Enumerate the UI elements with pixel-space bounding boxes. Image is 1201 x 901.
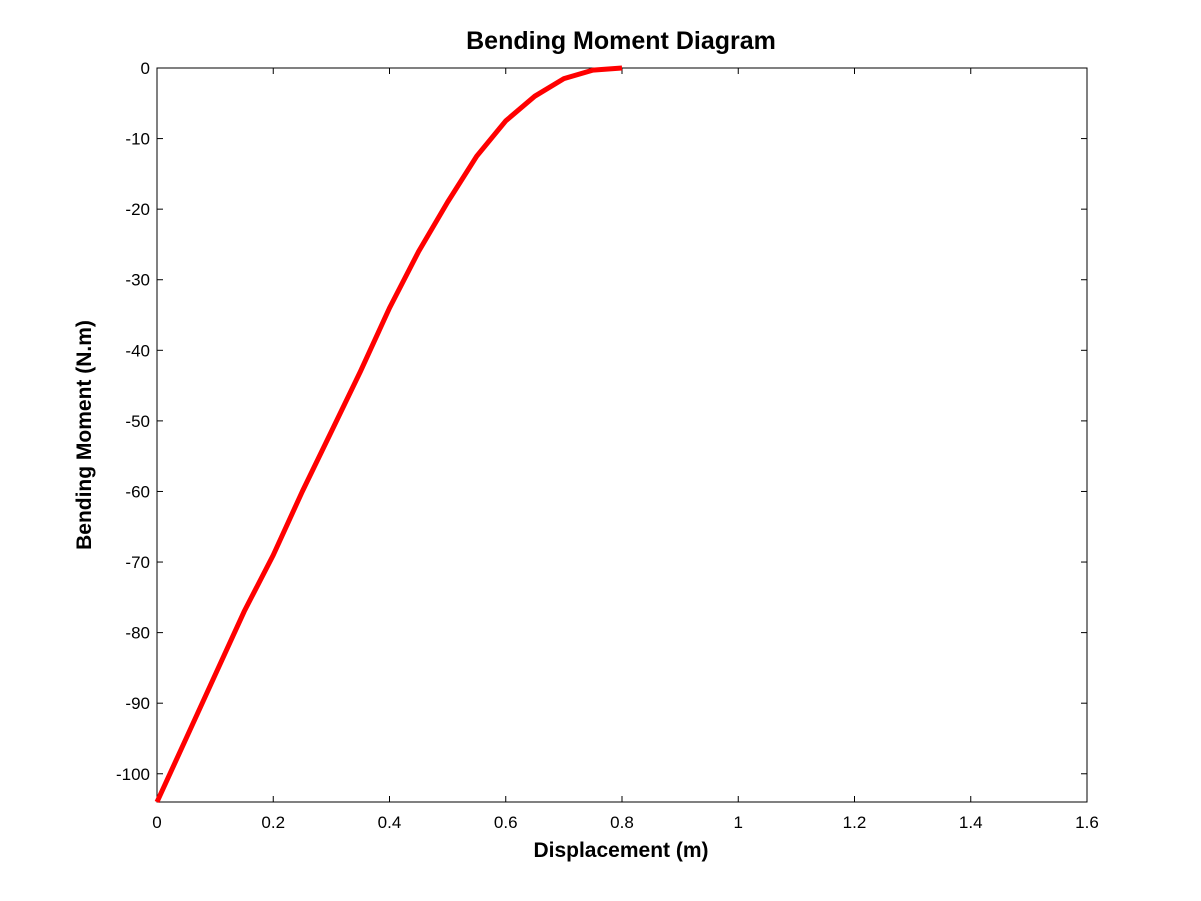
y-tick-label: -70: [125, 553, 150, 572]
x-axis-title: Displacement (m): [533, 839, 708, 862]
series-layer: [154, 65, 623, 804]
y-tick-label: -30: [125, 271, 150, 290]
y-tick-label: 0: [141, 59, 150, 78]
x-tick-label: 1.4: [959, 813, 983, 832]
y-tick-label: -10: [125, 130, 150, 149]
y-axis-title: Bending Moment (N.m): [73, 320, 96, 550]
axis-ticks: [156, 67, 1088, 802]
x-tick-label: 0.4: [378, 813, 402, 832]
y-tick-label: -100: [116, 765, 150, 784]
x-tick-label: 0: [152, 813, 161, 832]
x-tick-label: 0.6: [494, 813, 518, 832]
chart-title: Bending Moment Diagram: [466, 27, 776, 55]
x-tick-label: 0.8: [610, 813, 634, 832]
y-tick-label: -80: [125, 624, 150, 643]
y-tick-label: -20: [125, 200, 150, 219]
x-tick-label: 1.2: [843, 813, 867, 832]
x-tick-label: 0.2: [261, 813, 285, 832]
y-tick-label: -90: [125, 694, 150, 713]
plot-area: [156, 67, 1088, 803]
y-tick-label: -60: [125, 482, 150, 501]
series-line-1: [154, 65, 623, 804]
y-tick-label: -50: [125, 412, 150, 431]
y-tick-label: -40: [125, 341, 150, 360]
x-tick-label: 1: [734, 813, 743, 832]
axis-tick-labels: 0 0.2 0.4 0.6 0.8 1 1.2 1.4 1.6 0 -10 -20 -30 -40 -50 -…: [116, 59, 1099, 832]
x-tick-label: 1.6: [1075, 813, 1099, 832]
